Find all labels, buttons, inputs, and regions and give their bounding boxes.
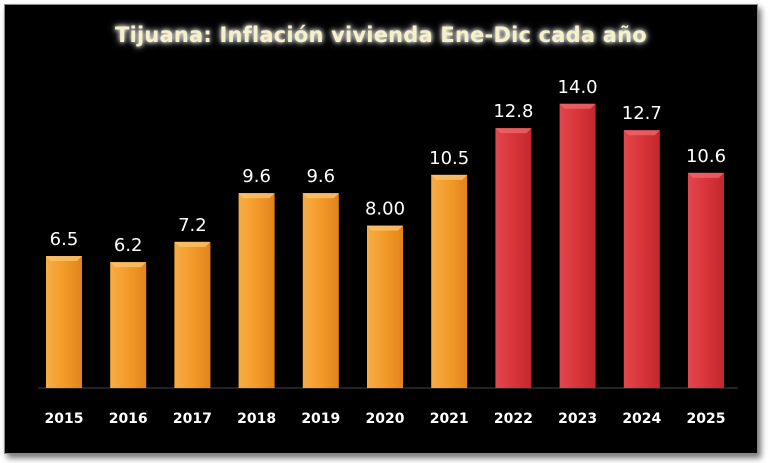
chart-title: Tijuana: Inflación vivienda Ene-Dic cada… <box>115 23 647 47</box>
x-tick-2025: 2025 <box>687 411 726 427</box>
bar-body <box>46 256 82 388</box>
x-tick-2021: 2021 <box>430 411 469 427</box>
bar-2020 <box>367 225 403 388</box>
bar-bevel <box>495 128 532 134</box>
bar-bevel <box>238 193 275 199</box>
bar-body <box>495 128 532 388</box>
bar-2024 <box>623 130 660 388</box>
bar-bevel <box>431 174 468 180</box>
bar-bevel <box>367 225 403 231</box>
bar-2022 <box>495 128 532 388</box>
bar-2015 <box>46 256 82 388</box>
data-label-2019: 9.6 <box>306 166 335 187</box>
data-label-2020: 8.00 <box>365 199 405 220</box>
bar-2021 <box>431 174 468 388</box>
bar-2025 <box>688 172 724 388</box>
bar-bevel <box>559 103 596 109</box>
x-tick-2015: 2015 <box>45 411 84 427</box>
x-tick-2020: 2020 <box>366 411 405 427</box>
bar-bevel <box>302 193 339 199</box>
bar-2019 <box>302 193 339 388</box>
x-tick-2018: 2018 <box>237 411 276 427</box>
bar-2018 <box>238 193 275 388</box>
x-tick-2023: 2023 <box>558 411 597 427</box>
bar-2017 <box>174 241 211 388</box>
bar-body <box>559 103 596 389</box>
data-label-2023: 14.0 <box>558 77 598 98</box>
bar-bevel <box>174 241 211 247</box>
bar-body <box>110 262 147 388</box>
x-tick-2016: 2016 <box>109 411 148 427</box>
bar-body <box>688 172 724 388</box>
bar-body <box>238 193 275 388</box>
data-label-2025: 10.6 <box>686 146 726 167</box>
data-label-2015: 6.5 <box>50 229 79 250</box>
data-label-2024: 12.7 <box>622 103 662 124</box>
bar-bevel <box>623 130 660 136</box>
data-label-2018: 9.6 <box>242 166 271 187</box>
bar-body <box>431 174 468 388</box>
data-label-2022: 12.8 <box>493 101 533 122</box>
x-tick-2022: 2022 <box>494 411 533 427</box>
data-label-2017: 7.2 <box>178 215 207 236</box>
bar-body <box>302 193 339 388</box>
bar-2016 <box>110 262 147 388</box>
x-tick-2017: 2017 <box>173 411 212 427</box>
bar-bevel <box>688 172 724 178</box>
bar-2023 <box>559 103 596 389</box>
bar-body <box>367 225 403 388</box>
x-tick-2024: 2024 <box>622 411 661 427</box>
data-label-2021: 10.5 <box>429 148 469 169</box>
bar-body <box>174 241 211 388</box>
bar-bevel <box>46 256 82 262</box>
bar-body <box>623 130 660 388</box>
data-label-2016: 6.2 <box>114 235 143 256</box>
x-tick-2019: 2019 <box>301 411 340 427</box>
bar-bevel <box>110 262 147 268</box>
